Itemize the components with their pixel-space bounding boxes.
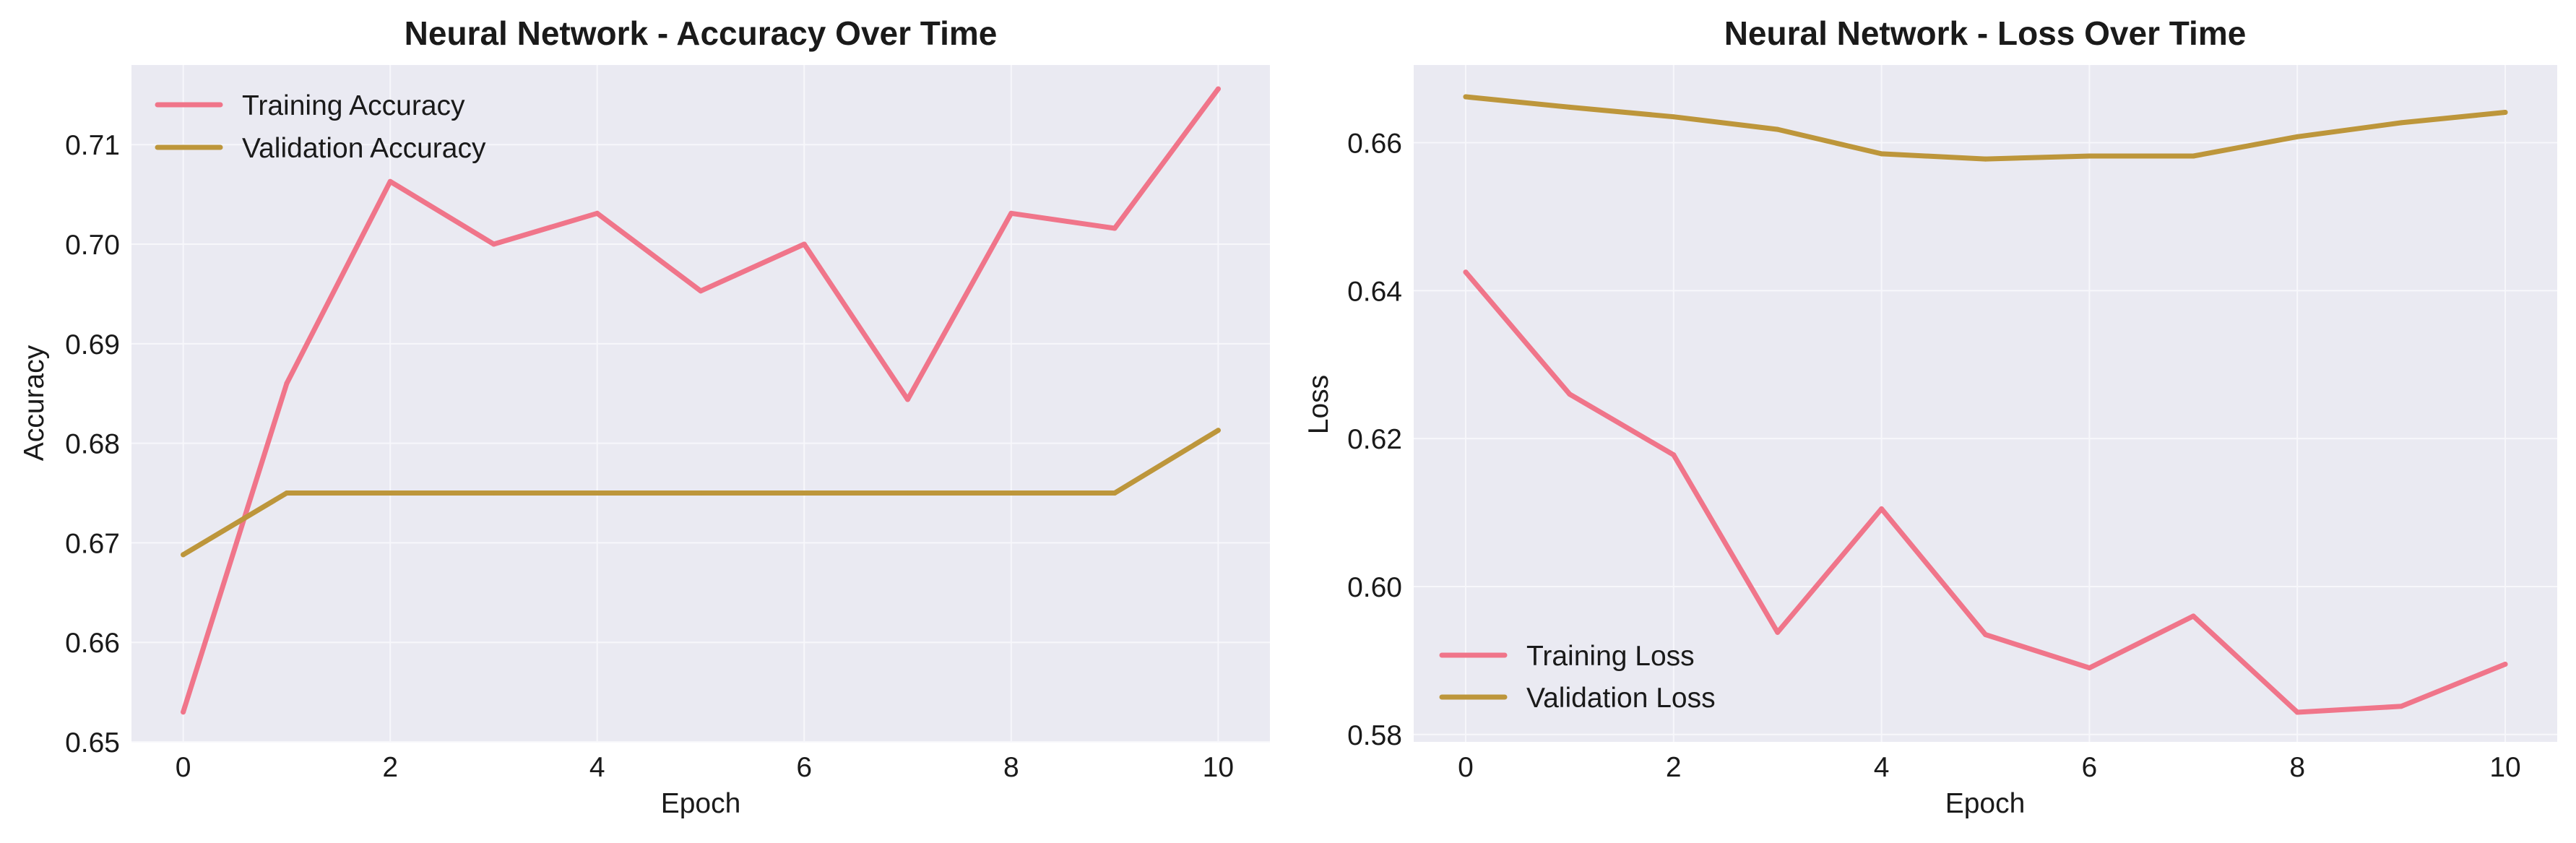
- accuracy-y-tick-label: 0.69: [65, 329, 120, 360]
- data-point-validation-accuracy: [905, 490, 910, 496]
- accuracy-y-tick-label: 0.71: [65, 130, 120, 161]
- data-point-training-accuracy: [181, 709, 186, 715]
- accuracy-chart: 0 2 4 6 8 10 0.65 0.66 0.67 0.68 0.69 0.70 0.71 Neur…: [19, 14, 1270, 819]
- accuracy-y-tick-label: 0.65: [65, 727, 120, 758]
- accuracy-series: [181, 86, 1221, 715]
- accuracy-x-tick-label: 10: [1203, 752, 1234, 783]
- loss-plot-area: [1414, 65, 2557, 742]
- accuracy-chart-title: Neural Network - Accuracy Over Time: [405, 14, 998, 52]
- accuracy-y-axis-label: Accuracy: [19, 345, 50, 461]
- loss-grid: [1414, 65, 2557, 742]
- loss-x-tick-label: 4: [1874, 752, 1890, 783]
- data-point-validation-accuracy: [1112, 490, 1118, 496]
- data-point-training-accuracy: [491, 241, 496, 247]
- accuracy-y-tick-label: 0.67: [65, 528, 120, 559]
- data-point-training-loss: [1879, 506, 1885, 511]
- data-point-training-loss: [2398, 704, 2404, 709]
- data-point-training-accuracy: [1112, 225, 1118, 231]
- data-point-training-loss: [1983, 632, 1988, 637]
- data-point-training-accuracy: [595, 210, 600, 216]
- legend-label-training-accuracy: Training Accuracy: [242, 90, 465, 121]
- loss-y-tick-label: 0.64: [1347, 276, 1402, 307]
- data-point-training-loss: [1567, 392, 1573, 397]
- loss-x-tick-label: 0: [1458, 752, 1474, 783]
- loss-y-axis-label: Loss: [1303, 375, 1334, 434]
- loss-x-tick-label: 6: [2082, 752, 2098, 783]
- data-point-validation-accuracy: [181, 552, 186, 558]
- data-point-validation-accuracy: [595, 490, 600, 496]
- data-point-training-loss: [1775, 629, 1781, 635]
- loss-chart: 0 2 4 6 8 10 0.58 0.60 0.62 0.64 0.66 Neural Netwo…: [1303, 14, 2557, 819]
- data-point-training-accuracy: [801, 241, 807, 247]
- accuracy-grid: [131, 65, 1270, 743]
- loss-x-tick-label: 2: [1666, 752, 1682, 783]
- data-point-validation-loss: [1671, 114, 1677, 120]
- data-point-training-accuracy: [387, 178, 393, 184]
- data-point-validation-loss: [2398, 120, 2404, 126]
- data-point-validation-loss: [1463, 94, 1469, 100]
- data-point-training-accuracy: [1008, 210, 1014, 216]
- data-point-validation-loss: [1775, 126, 1781, 132]
- accuracy-x-tick-label: 2: [382, 752, 398, 783]
- loss-y-tick-label: 0.60: [1347, 572, 1402, 603]
- loss-x-axis-label: Epoch: [1945, 788, 2026, 819]
- loss-x-tick-label: 8: [2289, 752, 2305, 783]
- accuracy-ticks: 0 2 4 6 8 10 0.65 0.66 0.67 0.68 0.69 0.70 0.71: [65, 130, 1234, 783]
- data-point-training-loss: [2502, 662, 2508, 667]
- data-point-validation-accuracy: [1008, 490, 1014, 496]
- data-point-training-loss: [2190, 613, 2196, 619]
- data-point-training-accuracy: [905, 397, 910, 402]
- accuracy-x-tick-label: 0: [176, 752, 191, 783]
- data-point-training-loss: [1463, 269, 1469, 275]
- accuracy-y-tick-label: 0.68: [65, 429, 120, 460]
- data-point-training-loss: [2294, 709, 2300, 715]
- loss-ticks: 0 2 4 6 8 10 0.58 0.60 0.62 0.64 0.66: [1347, 129, 2521, 783]
- legend-label-training-loss: Training Loss: [1526, 641, 1695, 672]
- accuracy-x-tick-label: 4: [589, 752, 605, 783]
- data-point-validation-loss: [2190, 153, 2196, 159]
- loss-y-tick-label: 0.62: [1347, 424, 1402, 455]
- loss-series: [1463, 94, 2508, 715]
- loss-x-tick-label: 10: [2489, 752, 2520, 783]
- data-point-validation-accuracy: [387, 490, 393, 496]
- loss-chart-title: Neural Network - Loss Over Time: [1724, 14, 2247, 52]
- data-point-training-loss: [2086, 665, 2092, 671]
- accuracy-y-tick-label: 0.66: [65, 628, 120, 659]
- data-point-validation-loss: [2502, 110, 2508, 115]
- loss-y-tick-label: 0.66: [1347, 129, 1402, 160]
- loss-legend: Training Loss Validation Loss: [1439, 641, 1716, 714]
- accuracy-x-tick-label: 8: [1003, 752, 1019, 783]
- data-point-validation-loss: [1879, 151, 1885, 157]
- legend-label-validation-accuracy: Validation Accuracy: [242, 133, 486, 164]
- data-point-training-accuracy: [1215, 86, 1221, 92]
- legend-label-validation-loss: Validation Loss: [1526, 683, 1716, 714]
- data-point-validation-accuracy: [801, 490, 807, 496]
- data-point-training-loss: [1671, 452, 1677, 458]
- data-point-validation-loss: [2294, 134, 2300, 139]
- data-point-validation-accuracy: [698, 490, 704, 496]
- data-point-validation-loss: [2086, 153, 2092, 159]
- data-point-validation-loss: [1983, 156, 1988, 162]
- accuracy-x-tick-label: 6: [796, 752, 812, 783]
- accuracy-y-tick-label: 0.70: [65, 230, 120, 261]
- data-point-validation-accuracy: [491, 490, 496, 496]
- data-point-validation-loss: [1567, 104, 1573, 110]
- loss-y-tick-label: 0.58: [1347, 720, 1402, 751]
- data-point-training-accuracy: [698, 288, 704, 294]
- accuracy-legend: Training Accuracy Validation Accuracy: [155, 90, 486, 164]
- data-point-training-accuracy: [284, 381, 290, 386]
- accuracy-x-axis-label: Epoch: [661, 788, 741, 819]
- accuracy-plot-area: [131, 65, 1270, 742]
- data-point-validation-accuracy: [284, 490, 290, 496]
- data-point-validation-accuracy: [1215, 428, 1221, 433]
